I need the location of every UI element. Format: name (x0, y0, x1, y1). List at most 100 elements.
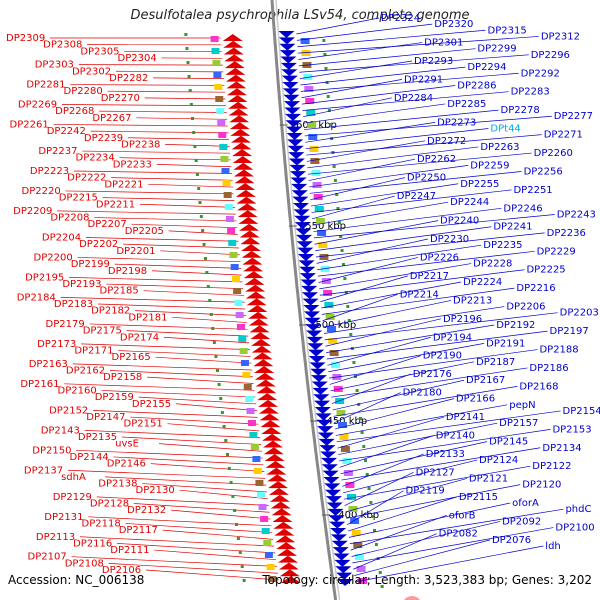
gene-feature-right (283, 94, 300, 102)
gene-label-left: DP2185 (100, 286, 139, 297)
gene-label-right: pepN (509, 400, 535, 411)
gene-feature-left (249, 325, 270, 333)
gene-label-left: DP2150 (32, 445, 71, 456)
gene-label-left: DP2159 (95, 392, 134, 403)
gene-label-left: DP2175 (83, 326, 122, 337)
gene-block-right (343, 470, 353, 476)
gene-feature-left (227, 94, 248, 102)
gene-feature-right (297, 254, 314, 262)
gene-feature-left (256, 386, 277, 394)
gene-feature-left (245, 284, 266, 292)
leader-line-left (88, 516, 272, 527)
rna-dot-right (349, 333, 353, 336)
leader-line-right (318, 257, 418, 283)
rna-dot-right (326, 95, 330, 98)
gene-label-right: DP2246 (503, 203, 542, 214)
gene-feature-left (243, 271, 264, 279)
gene-block-left (261, 528, 270, 534)
gene-feature-right (292, 203, 309, 211)
gene-feature-left (277, 555, 298, 563)
rna-dot-left (240, 565, 244, 568)
gene-block-right (306, 110, 316, 116)
gene-feature-right (319, 445, 336, 453)
gene-feature-right (316, 419, 333, 427)
leader-line-right (348, 502, 511, 538)
gene-block-left (238, 336, 247, 342)
gene-feature-right (325, 496, 342, 504)
gene-feature-left (244, 277, 265, 285)
gene-block-right (308, 134, 318, 140)
leader-line-left (71, 556, 277, 567)
gene-feature-right (284, 113, 301, 121)
gene-label-left: DP2174 (120, 332, 159, 343)
gene-label-left: DP2130 (136, 485, 175, 496)
gene-label-right: DP2293 (414, 56, 453, 67)
leader-line-right (325, 318, 442, 347)
gene-feature-right (289, 164, 306, 172)
rna-dot-left (206, 285, 210, 288)
leader-line-right (299, 54, 529, 73)
gene-label-left: DP2242 (47, 126, 86, 137)
gene-feature-left (254, 365, 275, 373)
gene-label-left: DP2233 (113, 159, 152, 170)
gene-feature-left (255, 379, 276, 387)
leader-line-right (321, 281, 462, 309)
gene-feature-right (303, 305, 320, 312)
gene-feature-left (252, 352, 273, 360)
rna-dot-left (195, 173, 199, 176)
gene-label-left: DP2179 (46, 319, 85, 330)
gene-label-left: DP2181 (128, 312, 167, 323)
leader-line-right (353, 533, 437, 570)
gene-label-left: DP2308 (43, 40, 82, 51)
gene-label-right: DP2190 (423, 351, 462, 362)
leader-line-left (106, 283, 244, 290)
gene-feature-left (266, 467, 287, 475)
leader-line-right (310, 183, 459, 207)
leader-line-right (334, 392, 401, 424)
leader-line-right (339, 435, 434, 468)
leader-line-right (342, 459, 478, 494)
gene-feature-left (226, 81, 247, 89)
gene-label-left: DP2223 (30, 166, 69, 177)
gene-block-right (321, 278, 331, 284)
gene-label-right: DP2192 (496, 320, 535, 331)
leader-line-left (53, 124, 228, 127)
leader-line-right (305, 122, 436, 143)
leader-line-right (319, 269, 525, 296)
leader-line-left (70, 84, 225, 86)
leader-line-right (349, 508, 564, 545)
gene-label-right: DP2122 (532, 461, 571, 472)
rna-dot-left (202, 243, 206, 246)
gene-feature-right (310, 368, 327, 376)
rna-dot-right (358, 417, 362, 420)
gene-block-right (312, 182, 322, 188)
gene-feature-left (224, 54, 245, 62)
gene-block-left (247, 420, 256, 426)
gene-block-left (229, 252, 238, 258)
gene-feature-right (333, 553, 350, 561)
leader-line-right (317, 250, 535, 277)
rna-dot-left (224, 439, 228, 442)
gene-feature-right (314, 406, 331, 414)
gene-label-left: DP2202 (79, 239, 118, 250)
gene-label-right: DP2115 (459, 492, 498, 503)
leader-line-left (168, 230, 238, 235)
gene-label-right: DP2229 (537, 246, 576, 257)
gene-label-left: DP2113 (36, 532, 75, 543)
gene-label-right: DP2251 (513, 185, 552, 196)
gene-label-right: DP2194 (433, 332, 472, 343)
gene-feature-left (232, 149, 253, 157)
gene-feature-right (288, 152, 305, 160)
leader-line-right (324, 312, 558, 341)
rna-dot-left (211, 327, 215, 330)
gene-block-right (356, 566, 366, 572)
rna-dot-right (369, 501, 373, 504)
rna-dot-left (217, 383, 221, 386)
leader-line-left (60, 297, 245, 303)
rna-dot-left (203, 257, 207, 260)
leader-line-right (319, 263, 472, 290)
gene-label-right: DP2187 (476, 357, 515, 368)
gene-label-right: DP2286 (457, 81, 496, 92)
leader-line-right (329, 355, 421, 385)
